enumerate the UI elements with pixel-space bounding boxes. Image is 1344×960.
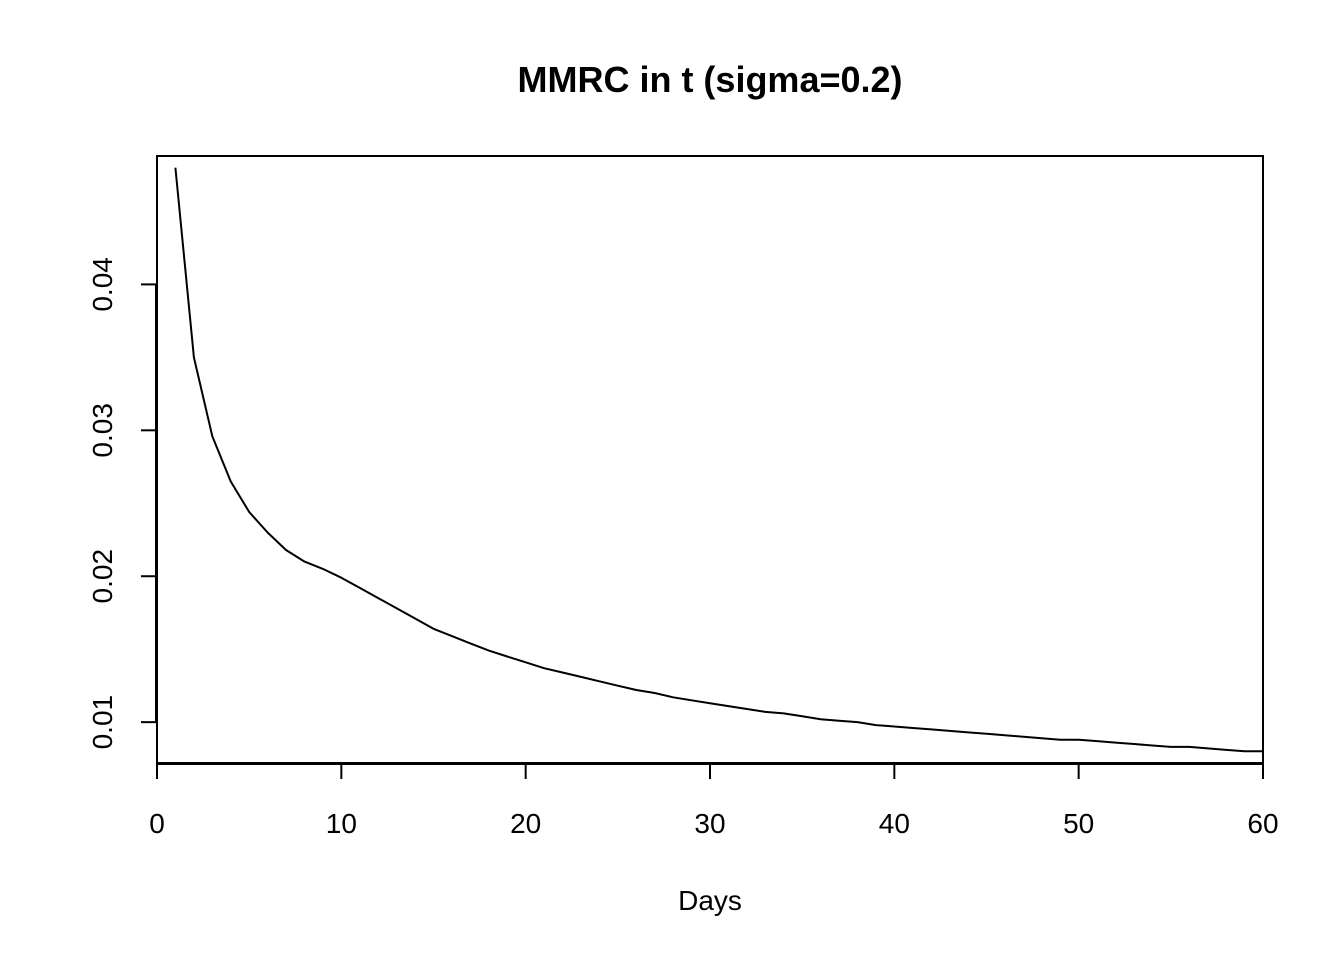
y-tick-label: 0.03 [87, 403, 118, 458]
x-axis: 0 10 20 30 40 50 60 [149, 763, 1279, 839]
x-tick-label: 50 [1063, 808, 1094, 839]
x-axis-label: Days [678, 885, 742, 916]
series-line [174, 167, 1263, 753]
chart-title: MMRC in t (sigma=0.2) [517, 59, 902, 100]
series-layer [174, 167, 1263, 753]
x-tick-label: 40 [879, 808, 910, 839]
x-tick-label: 30 [694, 808, 725, 839]
x-tick-label: 10 [326, 808, 357, 839]
y-axis: 0.01 0.02 0.03 0.04 [87, 257, 157, 750]
y-tick-label: 0.04 [87, 257, 118, 312]
x-tick-label: 0 [149, 808, 165, 839]
y-tick-label: 0.02 [87, 549, 118, 604]
x-tick-label: 60 [1247, 808, 1278, 839]
y-tick-label: 0.01 [87, 695, 118, 750]
x-tick-label: 20 [510, 808, 541, 839]
plot-frame [156, 155, 1264, 764]
